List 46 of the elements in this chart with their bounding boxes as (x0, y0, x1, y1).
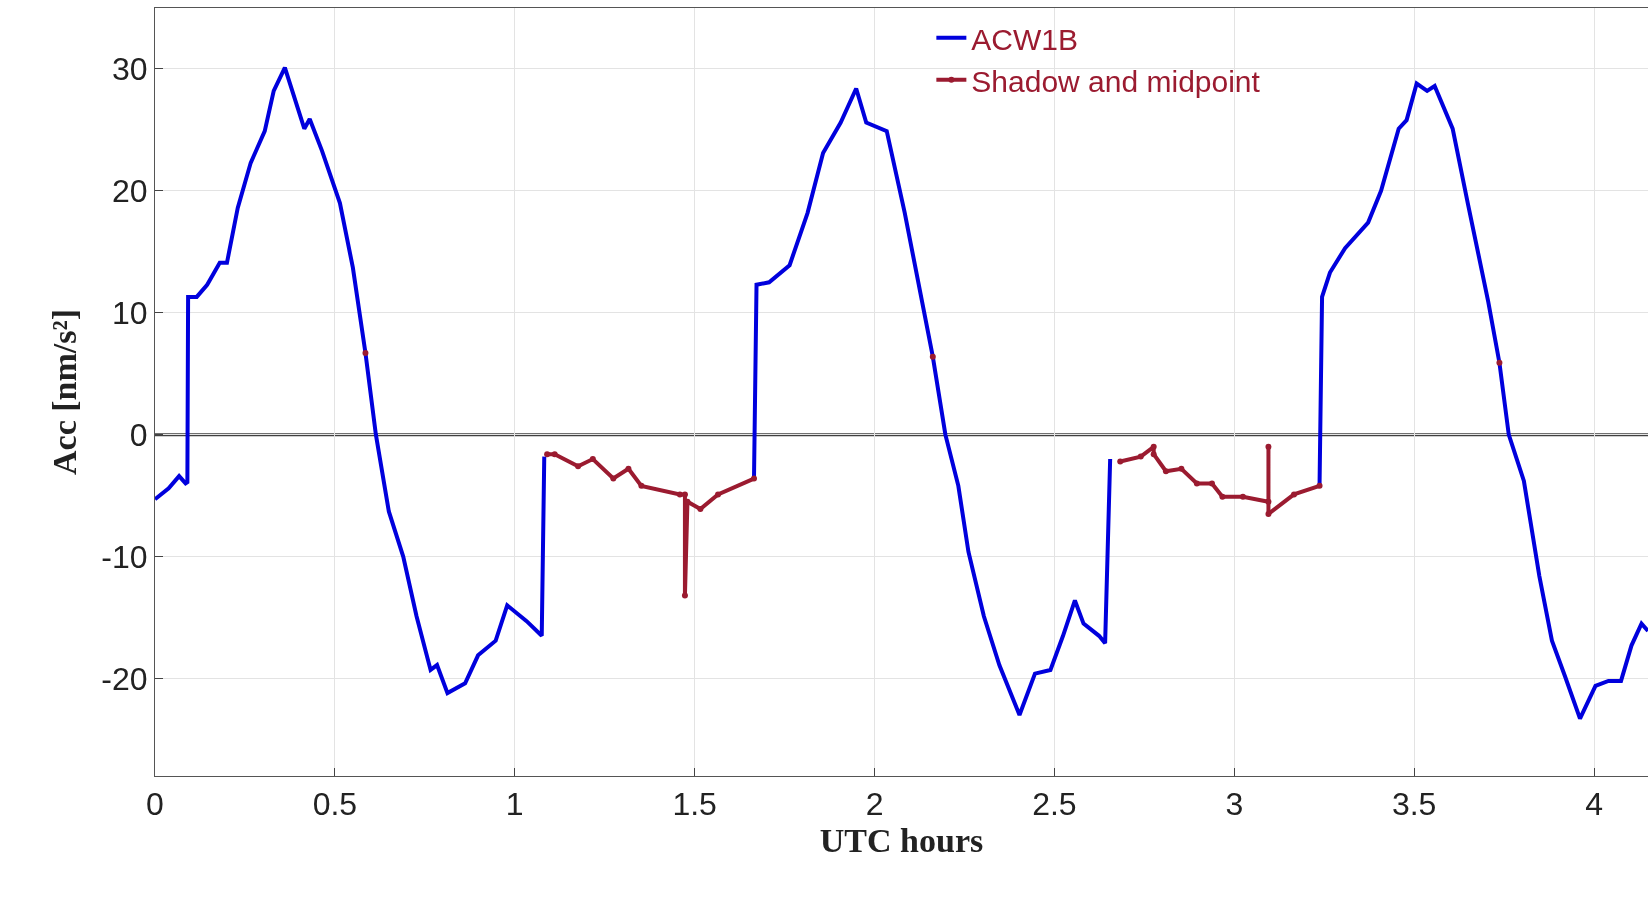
point (1193, 480, 1200, 487)
point (1316, 482, 1323, 489)
x-tick-label: 2.5 (1032, 786, 1077, 823)
point (1150, 443, 1157, 450)
legend-label: ACW1B (971, 22, 1079, 56)
y-tick-label: 20 (112, 173, 148, 210)
point (676, 491, 683, 498)
x-tick-label: 4 (1585, 786, 1603, 823)
x-tick-label: 3.5 (1391, 786, 1437, 823)
point (1150, 451, 1157, 458)
point (589, 456, 596, 463)
point (697, 506, 704, 513)
point (1291, 491, 1297, 498)
x-axis-title: UTC hours (819, 822, 984, 860)
point (1178, 465, 1185, 472)
point (551, 451, 558, 458)
point (1162, 468, 1169, 475)
point (1265, 443, 1272, 450)
point (610, 475, 617, 482)
point (1239, 493, 1246, 500)
point (681, 592, 688, 599)
y-axis-title: Acc [nm/s²] (45, 309, 83, 475)
point (625, 465, 632, 472)
point (751, 475, 757, 482)
point (575, 463, 582, 470)
point (1208, 480, 1215, 487)
y-tick-label: -10 (101, 538, 148, 575)
y-tick-label: -20 (101, 660, 148, 697)
x-tick-label: 2 (865, 786, 884, 823)
legend-label: Shadow and midpoint (971, 64, 1261, 98)
point (1137, 453, 1144, 460)
y-tick-label: 10 (112, 294, 148, 331)
point (1265, 498, 1272, 505)
x-tick-label: 1.5 (672, 786, 717, 823)
y-tick-label: 0 (129, 416, 148, 453)
point (544, 451, 551, 458)
x-tick-label: 3 (1225, 786, 1244, 823)
point (1219, 493, 1226, 500)
y-tick-label: 30 (112, 51, 148, 88)
point (638, 482, 645, 489)
point (715, 491, 722, 498)
x-tick-label: 0.5 (312, 786, 358, 823)
point (1265, 510, 1272, 517)
x-tick-label: 1 (505, 786, 524, 823)
point (1117, 458, 1124, 465)
point (681, 491, 688, 498)
